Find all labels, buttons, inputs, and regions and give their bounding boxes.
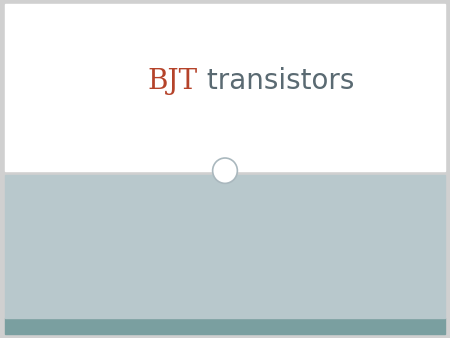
Text: BJT: BJT	[148, 68, 198, 95]
Text: transistors: transistors	[198, 67, 355, 95]
Bar	[5, 318, 445, 334]
Bar	[5, 4, 445, 171]
Bar	[5, 175, 445, 318]
Ellipse shape	[212, 158, 238, 183]
